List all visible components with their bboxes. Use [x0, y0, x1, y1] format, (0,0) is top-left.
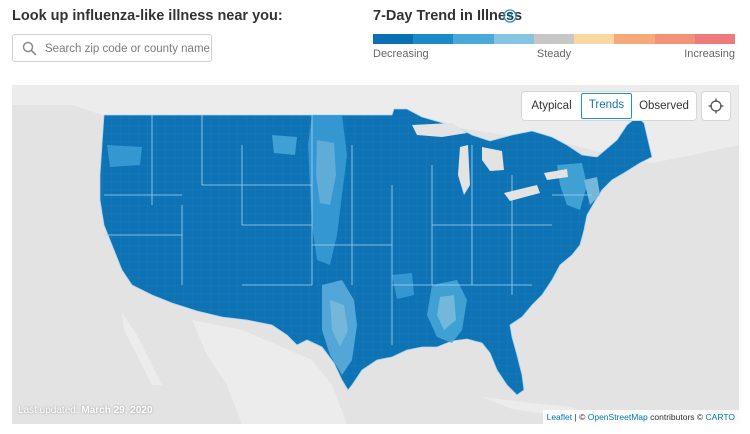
attribution-contributors: contributors © — [650, 412, 704, 422]
search-icon — [22, 41, 37, 56]
baja-land — [122, 313, 162, 385]
lookup-title: Look up influenza-like illness near you: — [12, 8, 283, 24]
county-grid — [100, 109, 652, 395]
attribution-separator: | — [574, 412, 577, 422]
toggle-trends[interactable]: Trends — [581, 93, 632, 119]
trend-title: 7-Day Trend in Illness — [373, 8, 523, 24]
legend-segment-1 — [373, 34, 414, 44]
legend-segment-7 — [614, 34, 655, 44]
last-updated-label: Last updated: — [18, 405, 79, 416]
last-updated: Last updated: March 29, 2020 — [18, 405, 153, 416]
legend-segment-3 — [453, 34, 494, 44]
map-base[interactable] — [12, 85, 739, 424]
legend-label-decreasing: Decreasing — [373, 48, 429, 60]
legend-label-steady: Steady — [536, 48, 572, 60]
illness-map[interactable]: Atypical Trends Observed Last updated: M… — [12, 85, 739, 424]
map-mode-toggle[interactable]: Atypical Trends Observed — [522, 92, 696, 120]
question-circle-icon[interactable]: ? — [503, 9, 517, 23]
legend-segment-6 — [574, 34, 615, 44]
trend-legend-labels: Decreasing Steady Increasing — [373, 48, 735, 62]
search-field[interactable] — [12, 34, 212, 62]
trend-legend-bar — [373, 34, 735, 44]
map-attribution: Leaflet | © OpenStreetMap contributors ©… — [542, 410, 739, 424]
toggle-observed[interactable]: Observed — [639, 100, 689, 112]
locate-button[interactable] — [702, 92, 730, 120]
leaflet-link[interactable]: Leaflet — [546, 412, 573, 422]
mexico-land — [192, 320, 347, 424]
svg-text:?: ? — [507, 12, 513, 22]
attribution-copyright: © — [579, 412, 586, 422]
carto-link[interactable]: CARTO — [705, 412, 735, 422]
legend-label-increasing: Increasing — [684, 48, 735, 60]
legend-segment-4 — [493, 34, 534, 44]
state-borders — [104, 115, 592, 345]
crosshair-icon — [708, 98, 724, 114]
legend-segment-8 — [654, 34, 695, 44]
last-updated-date: March 29, 2020 — [81, 405, 153, 416]
toggle-atypical[interactable]: Atypical — [531, 100, 572, 112]
openstreetmap-link[interactable]: OpenStreetMap — [587, 412, 648, 422]
great-lakes — [412, 123, 568, 201]
legend-segment-9 — [694, 34, 735, 44]
search-input[interactable] — [43, 38, 212, 60]
legend-segment-2 — [413, 34, 454, 44]
legend-segment-5 — [533, 34, 575, 44]
lighter-trend-clusters — [107, 115, 600, 375]
